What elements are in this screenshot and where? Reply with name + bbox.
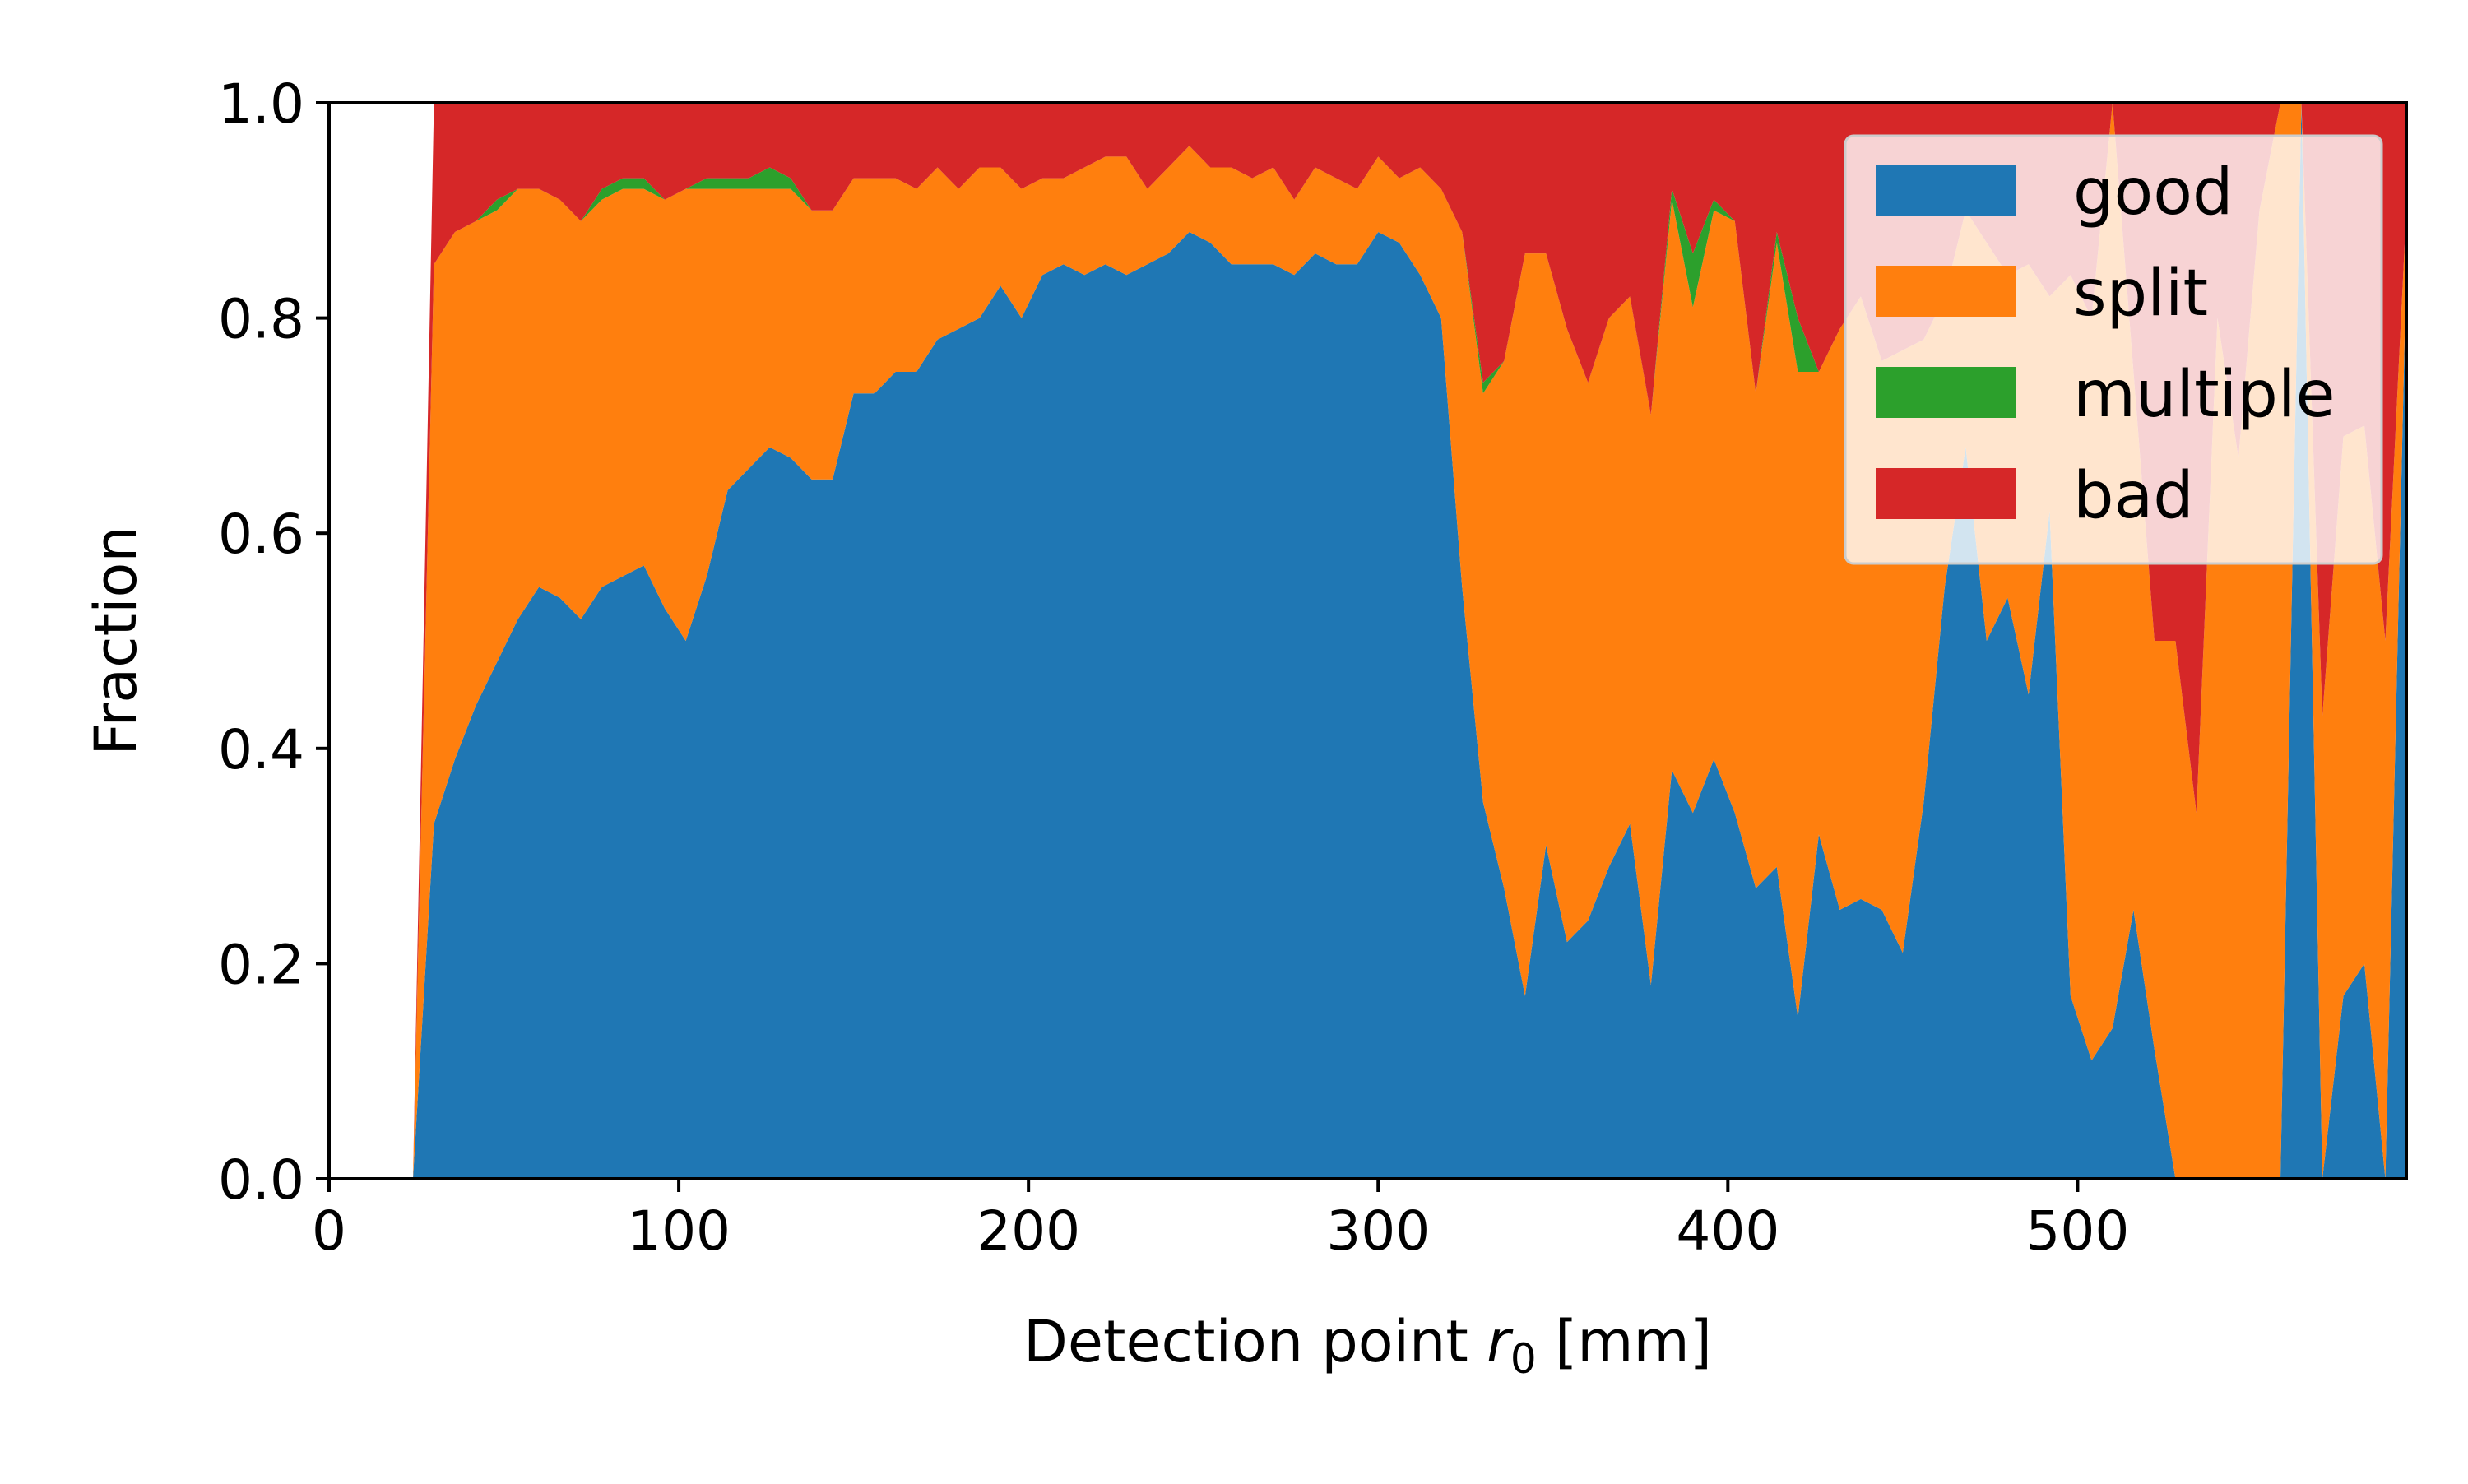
legend-label-good: good [2073,155,2233,230]
x-tick-label: 500 [2025,1199,2129,1263]
legend-swatch-split [1876,266,2016,317]
y-tick-label: 0.6 [218,503,304,566]
y-tick-label: 0.0 [218,1148,304,1212]
labels-layer: Detection point r0 [mm] Fraction [82,526,1712,1383]
legend-box [1844,134,2383,565]
legend-label-multiple: multiple [2073,358,2336,432]
legend: good split multiple bad [1844,134,2383,565]
legend-swatch-multiple [1876,367,2016,418]
plot-frame [327,101,2408,1180]
axes-layer [327,101,2408,1180]
x-axis-label: Detection point r0 [mm] [1023,1308,1712,1383]
y-tick-label: 0.4 [218,718,304,781]
y-axis-label: Fraction [82,526,150,755]
x-tick-label: 400 [1676,1199,1779,1263]
legend-label-bad: bad [2073,459,2194,533]
x-tick-label: 300 [1326,1199,1430,1263]
x-tick-label: 0 [312,1199,346,1263]
area-good [329,103,2406,1179]
ticks-layer: 0 100 200 300 400 500 0.0 0.2 0.4 0.6 0.8 1.0 [218,72,2129,1263]
y-tick-label: 0.8 [218,288,304,351]
legend-label-split: split [2073,257,2208,331]
x-tick-label: 100 [627,1199,731,1263]
x-tick-label: 200 [977,1199,1080,1263]
y-tick-label: 0.2 [218,933,304,996]
y-tick-label: 1.0 [218,72,304,136]
legend-swatch-good [1876,165,2016,216]
legend-swatch-bad [1876,468,2016,519]
